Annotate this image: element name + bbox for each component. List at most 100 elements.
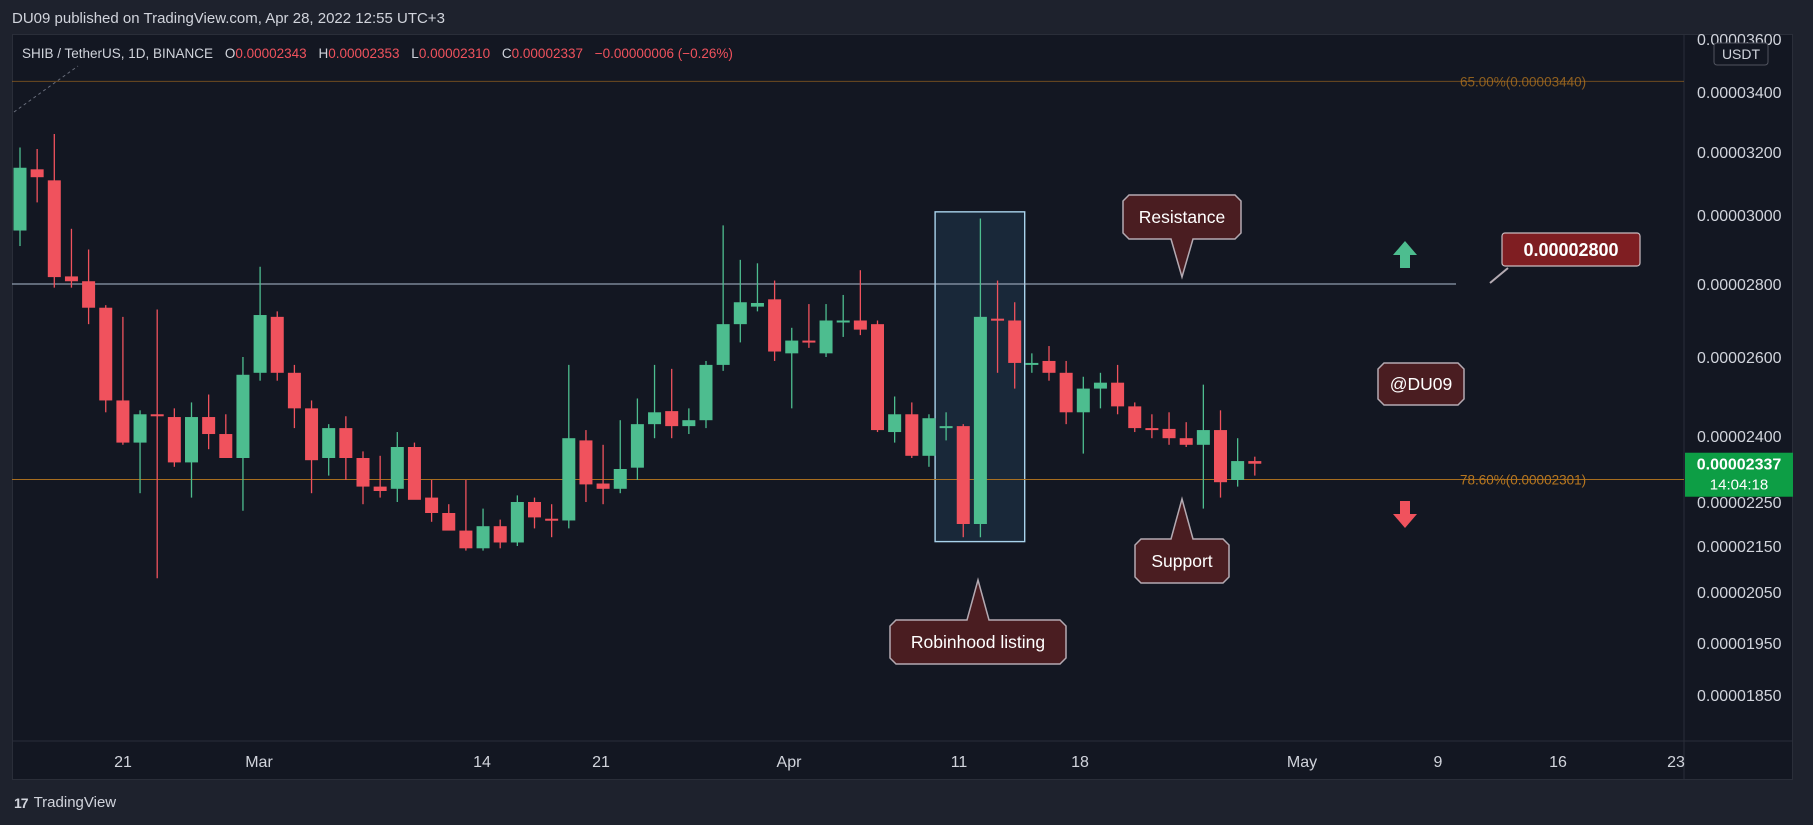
candle-body — [476, 526, 490, 549]
candle[interactable] — [699, 360, 713, 429]
candle[interactable] — [853, 270, 867, 336]
candle[interactable] — [785, 327, 799, 409]
candle[interactable] — [613, 420, 627, 494]
tradingview-brand[interactable]: 17 TradingView — [14, 794, 116, 811]
candle[interactable] — [64, 228, 78, 288]
tradingview-logo-icon: 17 — [14, 794, 29, 811]
candle[interactable] — [459, 480, 473, 551]
candle[interactable] — [1042, 346, 1056, 381]
currency-badge[interactable]: USDT — [1713, 42, 1769, 66]
candle[interactable] — [939, 412, 953, 441]
candle-body — [1231, 461, 1245, 480]
resistance-callout-text: Resistance — [1139, 207, 1226, 227]
candle[interactable] — [819, 304, 833, 357]
candle[interactable] — [236, 357, 250, 511]
candle[interactable] — [356, 451, 370, 505]
candle-body — [991, 318, 1005, 321]
candle[interactable] — [82, 249, 96, 325]
candle[interactable] — [579, 430, 593, 502]
candle[interactable] — [30, 149, 44, 203]
candle[interactable] — [871, 320, 884, 433]
candle[interactable] — [1214, 410, 1227, 498]
candle-body — [150, 414, 164, 417]
resistance-callout[interactable]: Resistance — [1122, 194, 1242, 280]
candle[interactable] — [150, 309, 164, 579]
candle[interactable] — [1076, 376, 1090, 454]
author-callout[interactable]: @DU09 — [1377, 362, 1465, 406]
candle[interactable] — [991, 280, 1005, 373]
up-arrow-fill — [1393, 241, 1417, 268]
candle[interactable] — [648, 364, 662, 439]
candle-body — [956, 426, 970, 524]
candle[interactable] — [562, 364, 576, 529]
candle[interactable] — [973, 218, 987, 538]
candle[interactable] — [510, 495, 524, 546]
candle[interactable] — [493, 519, 507, 549]
candle[interactable] — [630, 398, 644, 480]
candle[interactable] — [13, 147, 27, 247]
candle[interactable] — [956, 424, 970, 538]
candle[interactable] — [373, 455, 387, 498]
candle[interactable] — [476, 508, 490, 551]
candle[interactable] — [716, 225, 730, 371]
candle[interactable] — [442, 504, 456, 531]
candle-body — [270, 316, 284, 373]
candle[interactable] — [1025, 353, 1039, 373]
candle[interactable] — [116, 316, 130, 445]
candle[interactable] — [1179, 422, 1193, 447]
candle[interactable] — [185, 402, 198, 498]
candle-body — [442, 513, 456, 531]
candle[interactable] — [750, 263, 764, 312]
candle[interactable] — [305, 400, 319, 494]
candle[interactable] — [1093, 372, 1107, 409]
price-tick-label: 0.00002150 — [1697, 539, 1782, 556]
candle[interactable] — [287, 364, 301, 429]
candle[interactable] — [1248, 456, 1262, 476]
candle[interactable] — [407, 442, 421, 500]
candle[interactable] — [1008, 302, 1022, 389]
candle[interactable] — [665, 368, 679, 439]
low-value: 0.00002310 — [419, 46, 490, 61]
candle[interactable] — [47, 134, 61, 288]
candle[interactable] — [339, 416, 353, 480]
candle[interactable] — [528, 497, 541, 529]
candle[interactable] — [253, 266, 267, 381]
candle[interactable] — [1162, 412, 1176, 445]
level-tag[interactable]: 0.00002800 — [1489, 232, 1641, 284]
candle[interactable] — [1111, 364, 1125, 415]
candle[interactable] — [219, 414, 233, 458]
candle[interactable] — [133, 410, 147, 494]
candle[interactable] — [1128, 402, 1142, 433]
candle[interactable] — [922, 414, 936, 467]
current-price-tag[interactable]: 0.00002337 14:04:18 — [1685, 452, 1793, 497]
candle[interactable] — [425, 480, 439, 522]
candle[interactable] — [802, 304, 816, 348]
candle[interactable] — [99, 305, 113, 413]
candle[interactable] — [768, 280, 782, 361]
candle-body — [596, 483, 610, 489]
candle[interactable] — [888, 396, 902, 443]
candle[interactable] — [322, 424, 336, 476]
candle[interactable] — [1059, 360, 1073, 425]
candle[interactable] — [167, 408, 181, 467]
candle-body — [871, 324, 884, 431]
candle[interactable] — [1196, 384, 1210, 509]
candle[interactable] — [596, 444, 610, 505]
candle[interactable] — [202, 394, 216, 450]
candle[interactable] — [836, 294, 850, 337]
candle-body — [1076, 388, 1090, 413]
level-tag-pointer — [1489, 267, 1509, 284]
candle[interactable] — [733, 259, 747, 343]
candle[interactable] — [270, 311, 284, 381]
candle[interactable] — [1145, 414, 1159, 439]
candle-body — [528, 502, 541, 518]
robinhood-callout[interactable]: Robinhood listing — [889, 577, 1067, 665]
candle[interactable] — [1231, 438, 1245, 487]
candle[interactable] — [545, 504, 559, 538]
support-callout[interactable]: Support — [1134, 496, 1230, 584]
price-tick-label: 0.00001950 — [1697, 636, 1782, 653]
candle[interactable] — [905, 402, 919, 458]
candle[interactable] — [682, 408, 696, 435]
candle[interactable] — [390, 432, 404, 502]
